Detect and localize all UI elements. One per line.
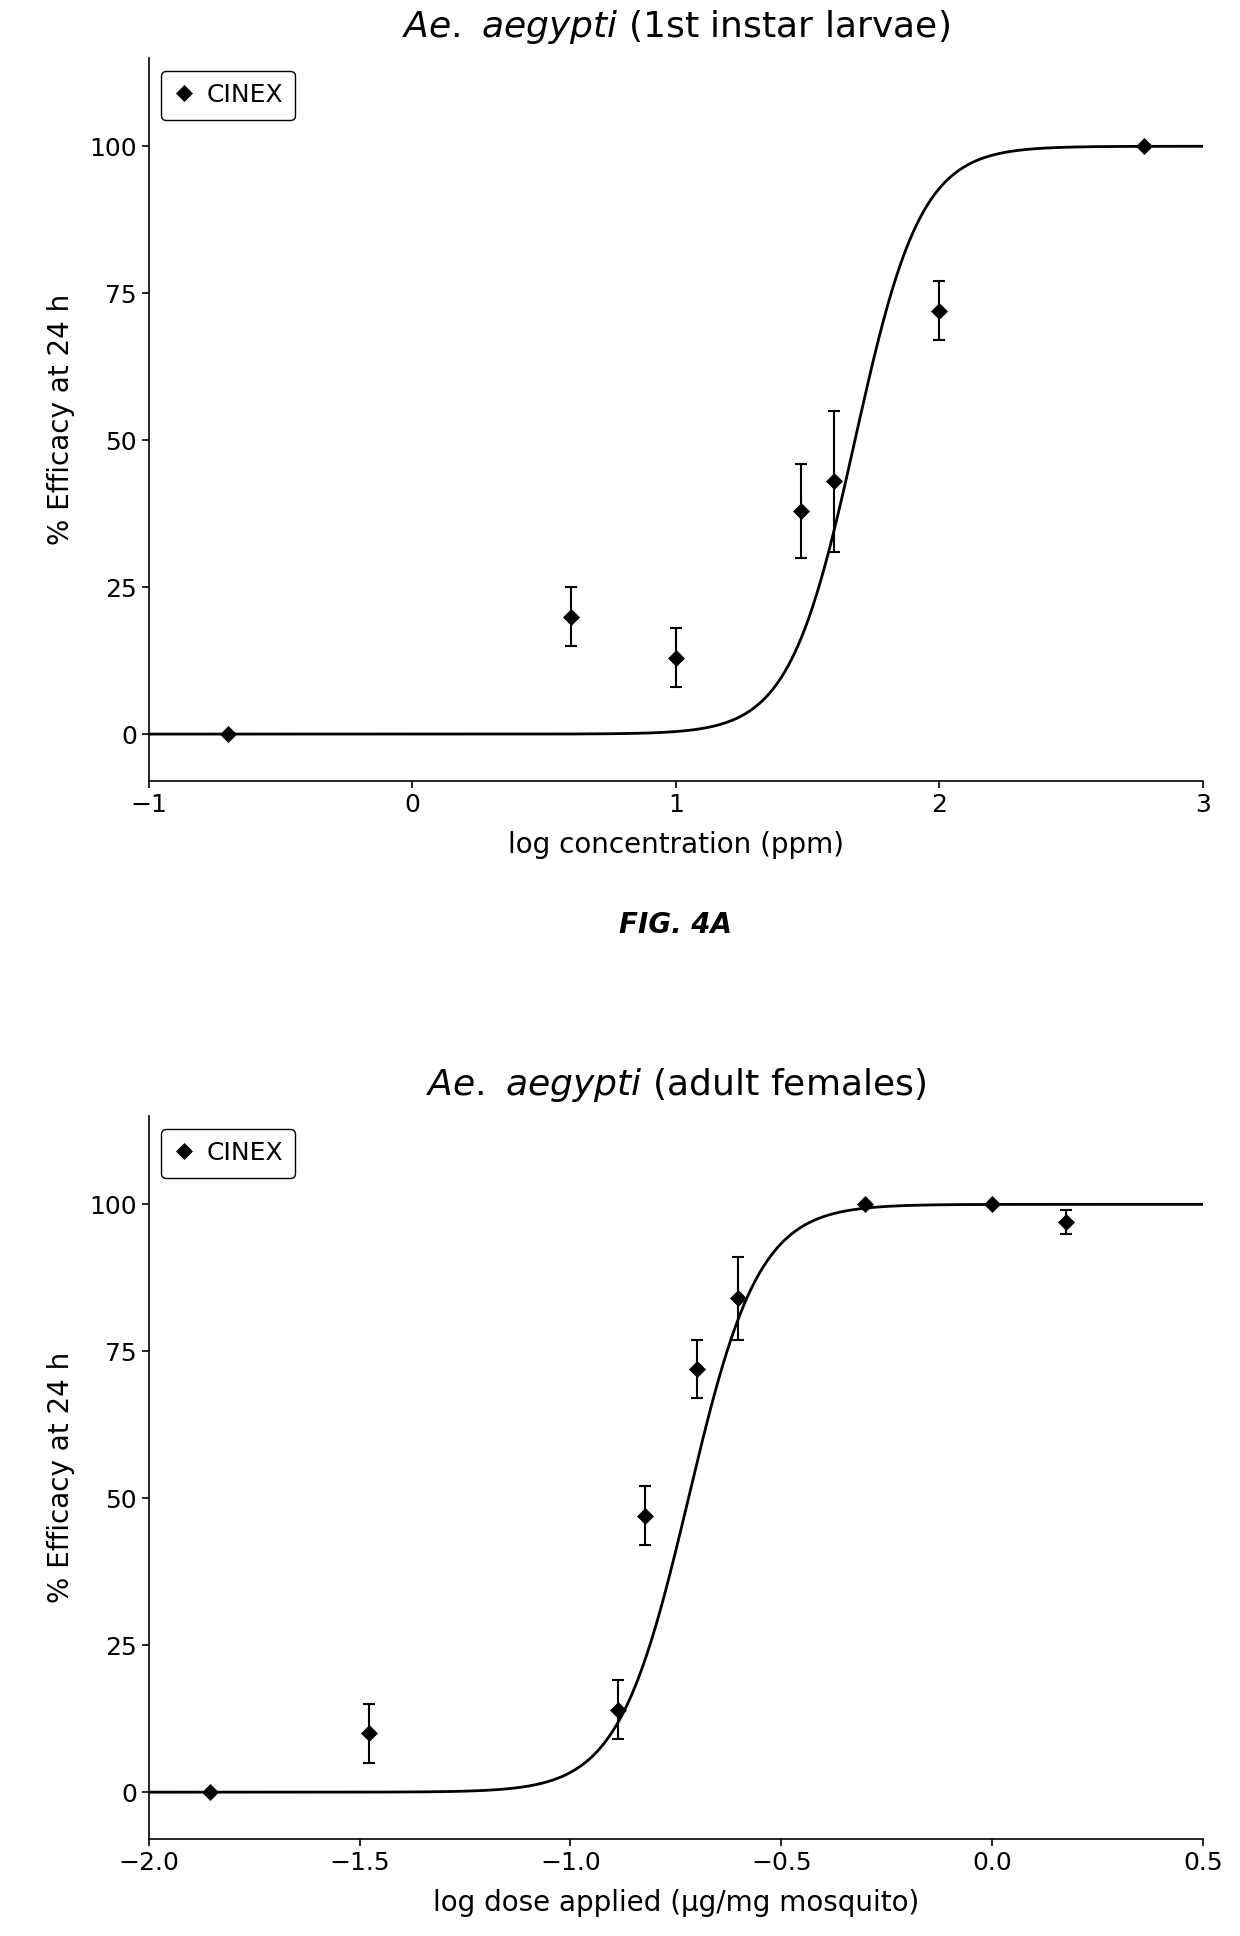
- Y-axis label: % Efficacy at 24 h: % Efficacy at 24 h: [47, 294, 76, 546]
- Y-axis label: % Efficacy at 24 h: % Efficacy at 24 h: [47, 1351, 76, 1603]
- Legend: CINEX: CINEX: [161, 1129, 295, 1177]
- X-axis label: log dose applied (μg/mg mosquito): log dose applied (μg/mg mosquito): [433, 1890, 919, 1917]
- X-axis label: log concentration (ppm): log concentration (ppm): [508, 831, 843, 860]
- Title: $\mathit{Ae.\ aegypti}$ (1st instar larvae): $\mathit{Ae.\ aegypti}$ (1st instar larv…: [402, 8, 950, 46]
- Text: FIG. 4A: FIG. 4A: [619, 912, 733, 939]
- Legend: CINEX: CINEX: [161, 70, 295, 120]
- Title: $\mathit{Ae.\ aegypti}$ (adult females): $\mathit{Ae.\ aegypti}$ (adult females): [425, 1067, 926, 1104]
